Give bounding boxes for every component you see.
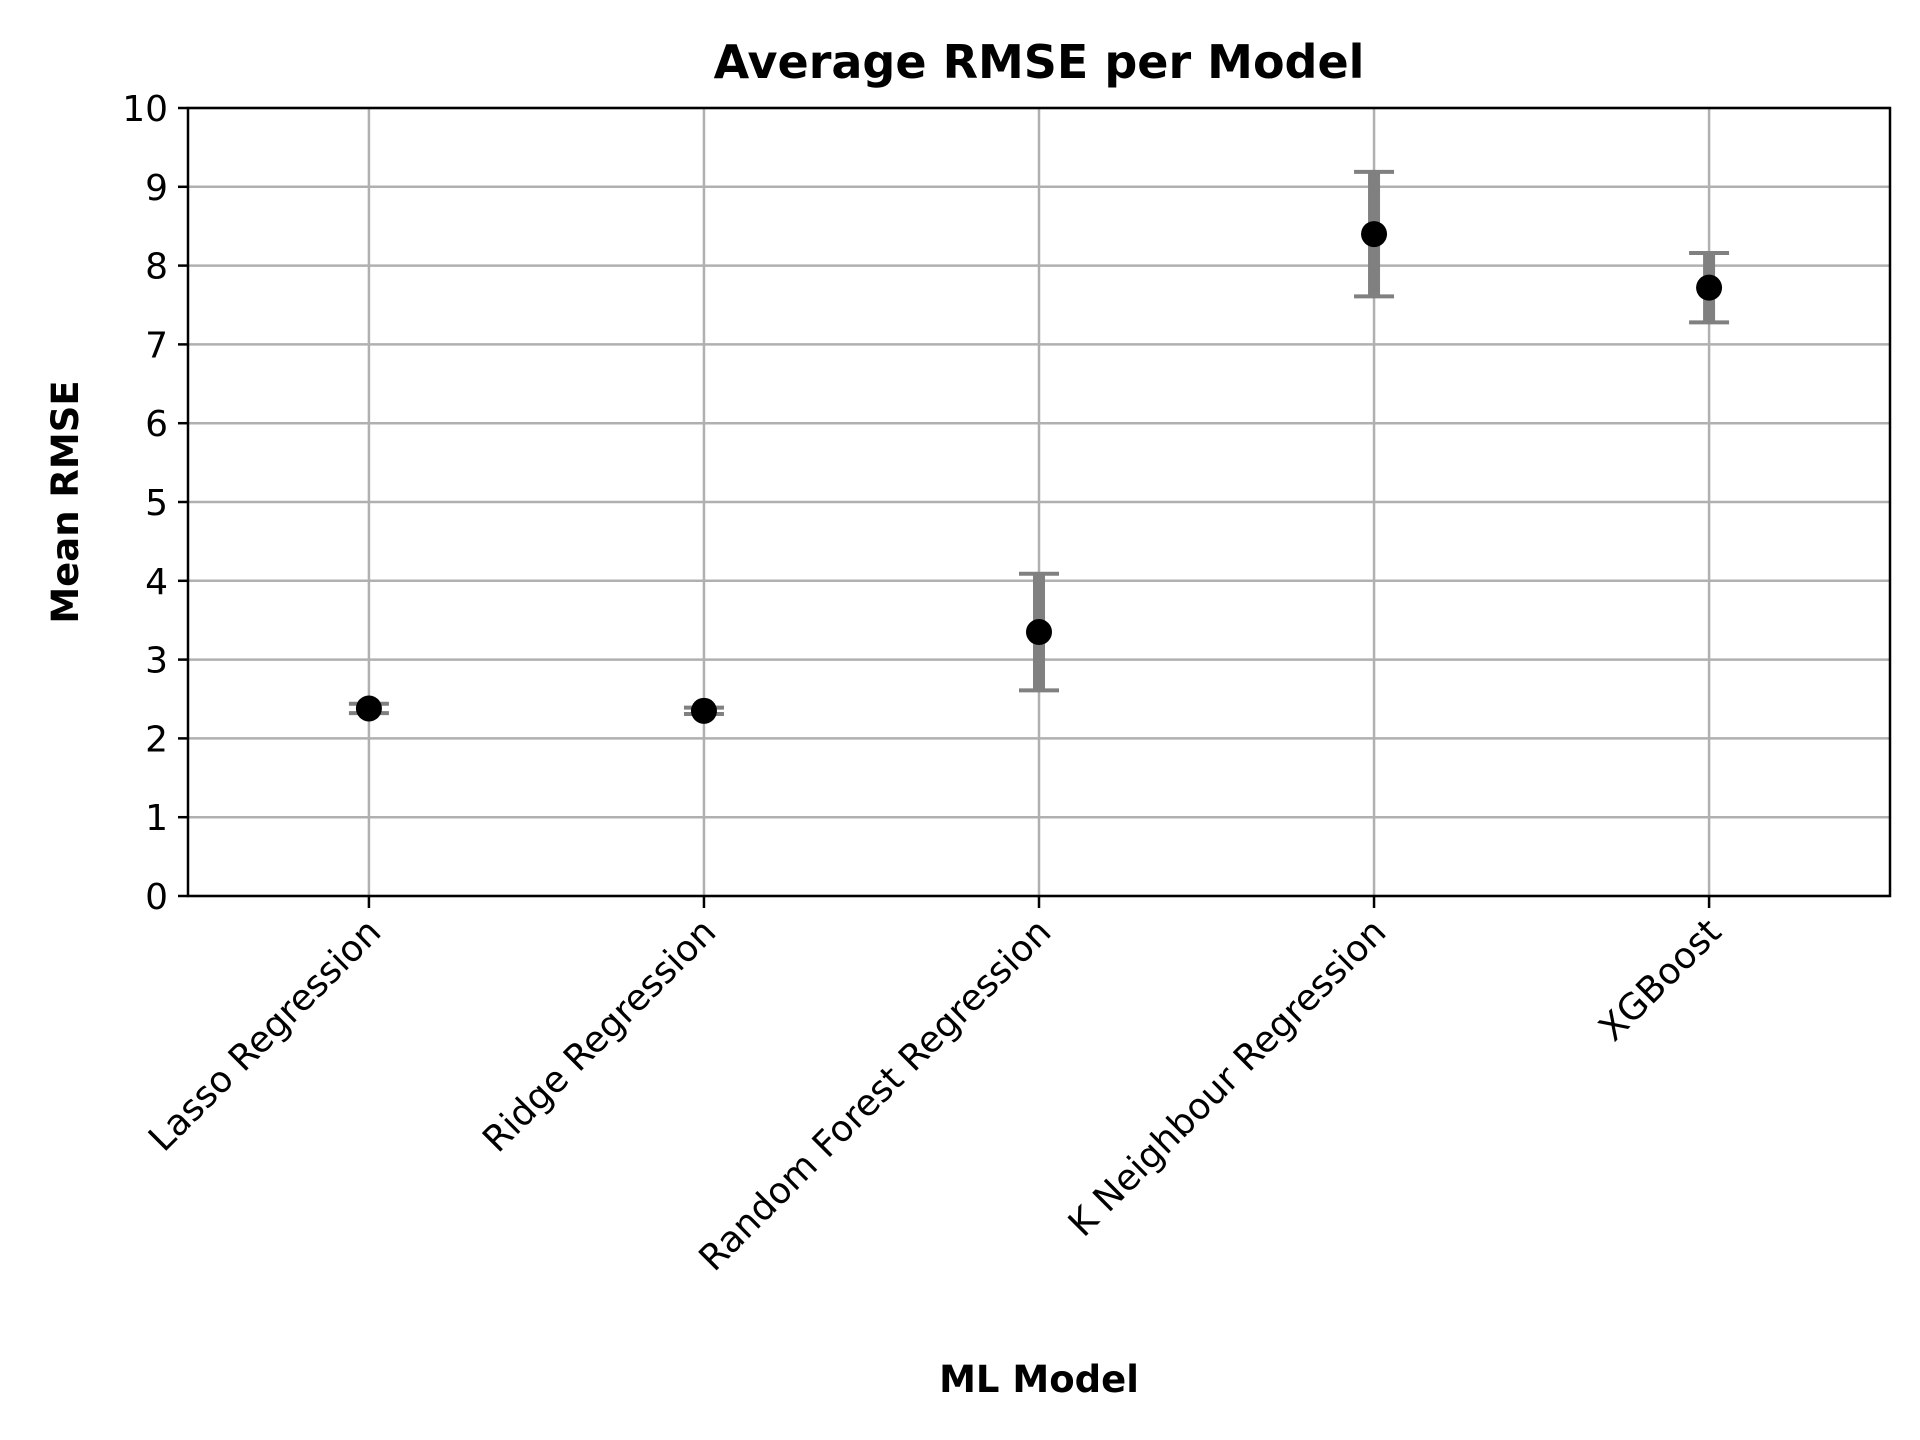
x-axis-label: ML Model	[939, 1358, 1139, 1401]
y-tick-label: 10	[122, 89, 168, 130]
y-axis-label: Mean RMSE	[44, 380, 87, 623]
y-tick-label: 8	[145, 247, 168, 288]
x-tick-label: Ridge Regression	[475, 911, 724, 1160]
data-point	[355, 695, 382, 722]
y-tick-label: 6	[145, 404, 168, 445]
y-tick-label: 4	[145, 562, 168, 603]
y-tick-label: 2	[145, 719, 168, 760]
axis-ticks: 0 1 2 3 4 5 6 7 8 9 10 Lasso Regression Ridge Regres…	[122, 89, 1729, 1279]
y-tick-label: 1	[145, 798, 168, 839]
y-tick-label: 5	[145, 483, 168, 524]
grid	[188, 106, 1890, 898]
data-point	[1696, 274, 1723, 301]
x-tick-label: K Neighbour Regression	[1061, 911, 1395, 1245]
y-tick-label: 3	[145, 641, 168, 682]
chart-title: Average RMSE per Model	[714, 35, 1365, 89]
data-point	[690, 697, 717, 724]
y-tick-label: 9	[145, 168, 168, 209]
data-point	[1361, 221, 1388, 248]
x-tick-label: Random Forest Regression	[691, 911, 1059, 1279]
y-tick-label: 0	[145, 877, 168, 918]
data-series	[348, 169, 1730, 724]
x-tick-label: XGBoost	[1591, 911, 1729, 1049]
data-point	[1026, 619, 1052, 646]
y-tick-label: 7	[145, 325, 168, 366]
x-tick-label: Lasso Regression	[141, 911, 389, 1159]
